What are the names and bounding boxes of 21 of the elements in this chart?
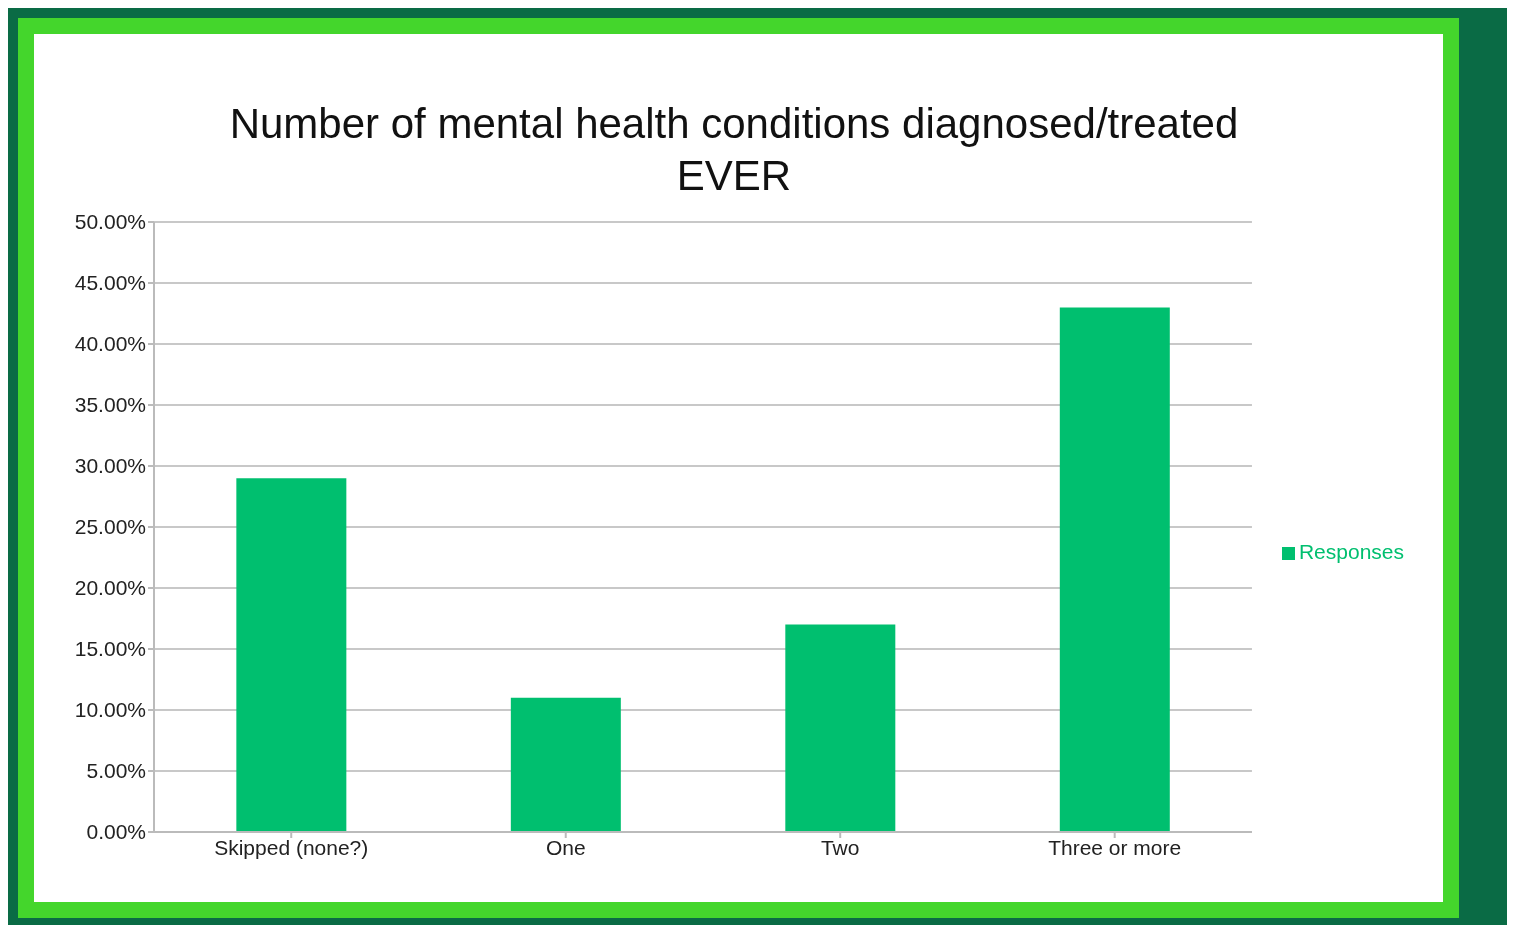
y-tick-label: 35.00% — [74, 393, 146, 417]
y-tick-label: 40.00% — [74, 332, 146, 356]
bar — [236, 478, 347, 832]
y-tick-label: 45.00% — [74, 271, 146, 295]
x-tick-label: One — [545, 835, 586, 859]
bar — [510, 697, 621, 832]
y-tick-label: 30.00% — [74, 454, 146, 478]
y-tick-label: 0.00% — [86, 820, 146, 844]
x-tick-label: Two — [820, 835, 860, 859]
x-tick-label: Three or more — [1048, 835, 1182, 859]
y-tick-label: 25.00% — [74, 515, 146, 539]
bar — [785, 624, 896, 832]
y-tick-label: 5.00% — [86, 759, 146, 783]
y-tick-label: 15.00% — [74, 637, 146, 661]
chart-title: Number of mental health conditions diagnosed/treated EVER — [228, 99, 1240, 201]
y-tick-label: 10.00% — [74, 698, 146, 722]
x-tick-label: Skipped (none?) — [214, 835, 369, 859]
legend-label: Responses — [1298, 540, 1404, 563]
y-tick-label: 50.00% — [74, 210, 146, 234]
bar — [1059, 307, 1170, 832]
y-tick-label: 20.00% — [74, 576, 146, 600]
